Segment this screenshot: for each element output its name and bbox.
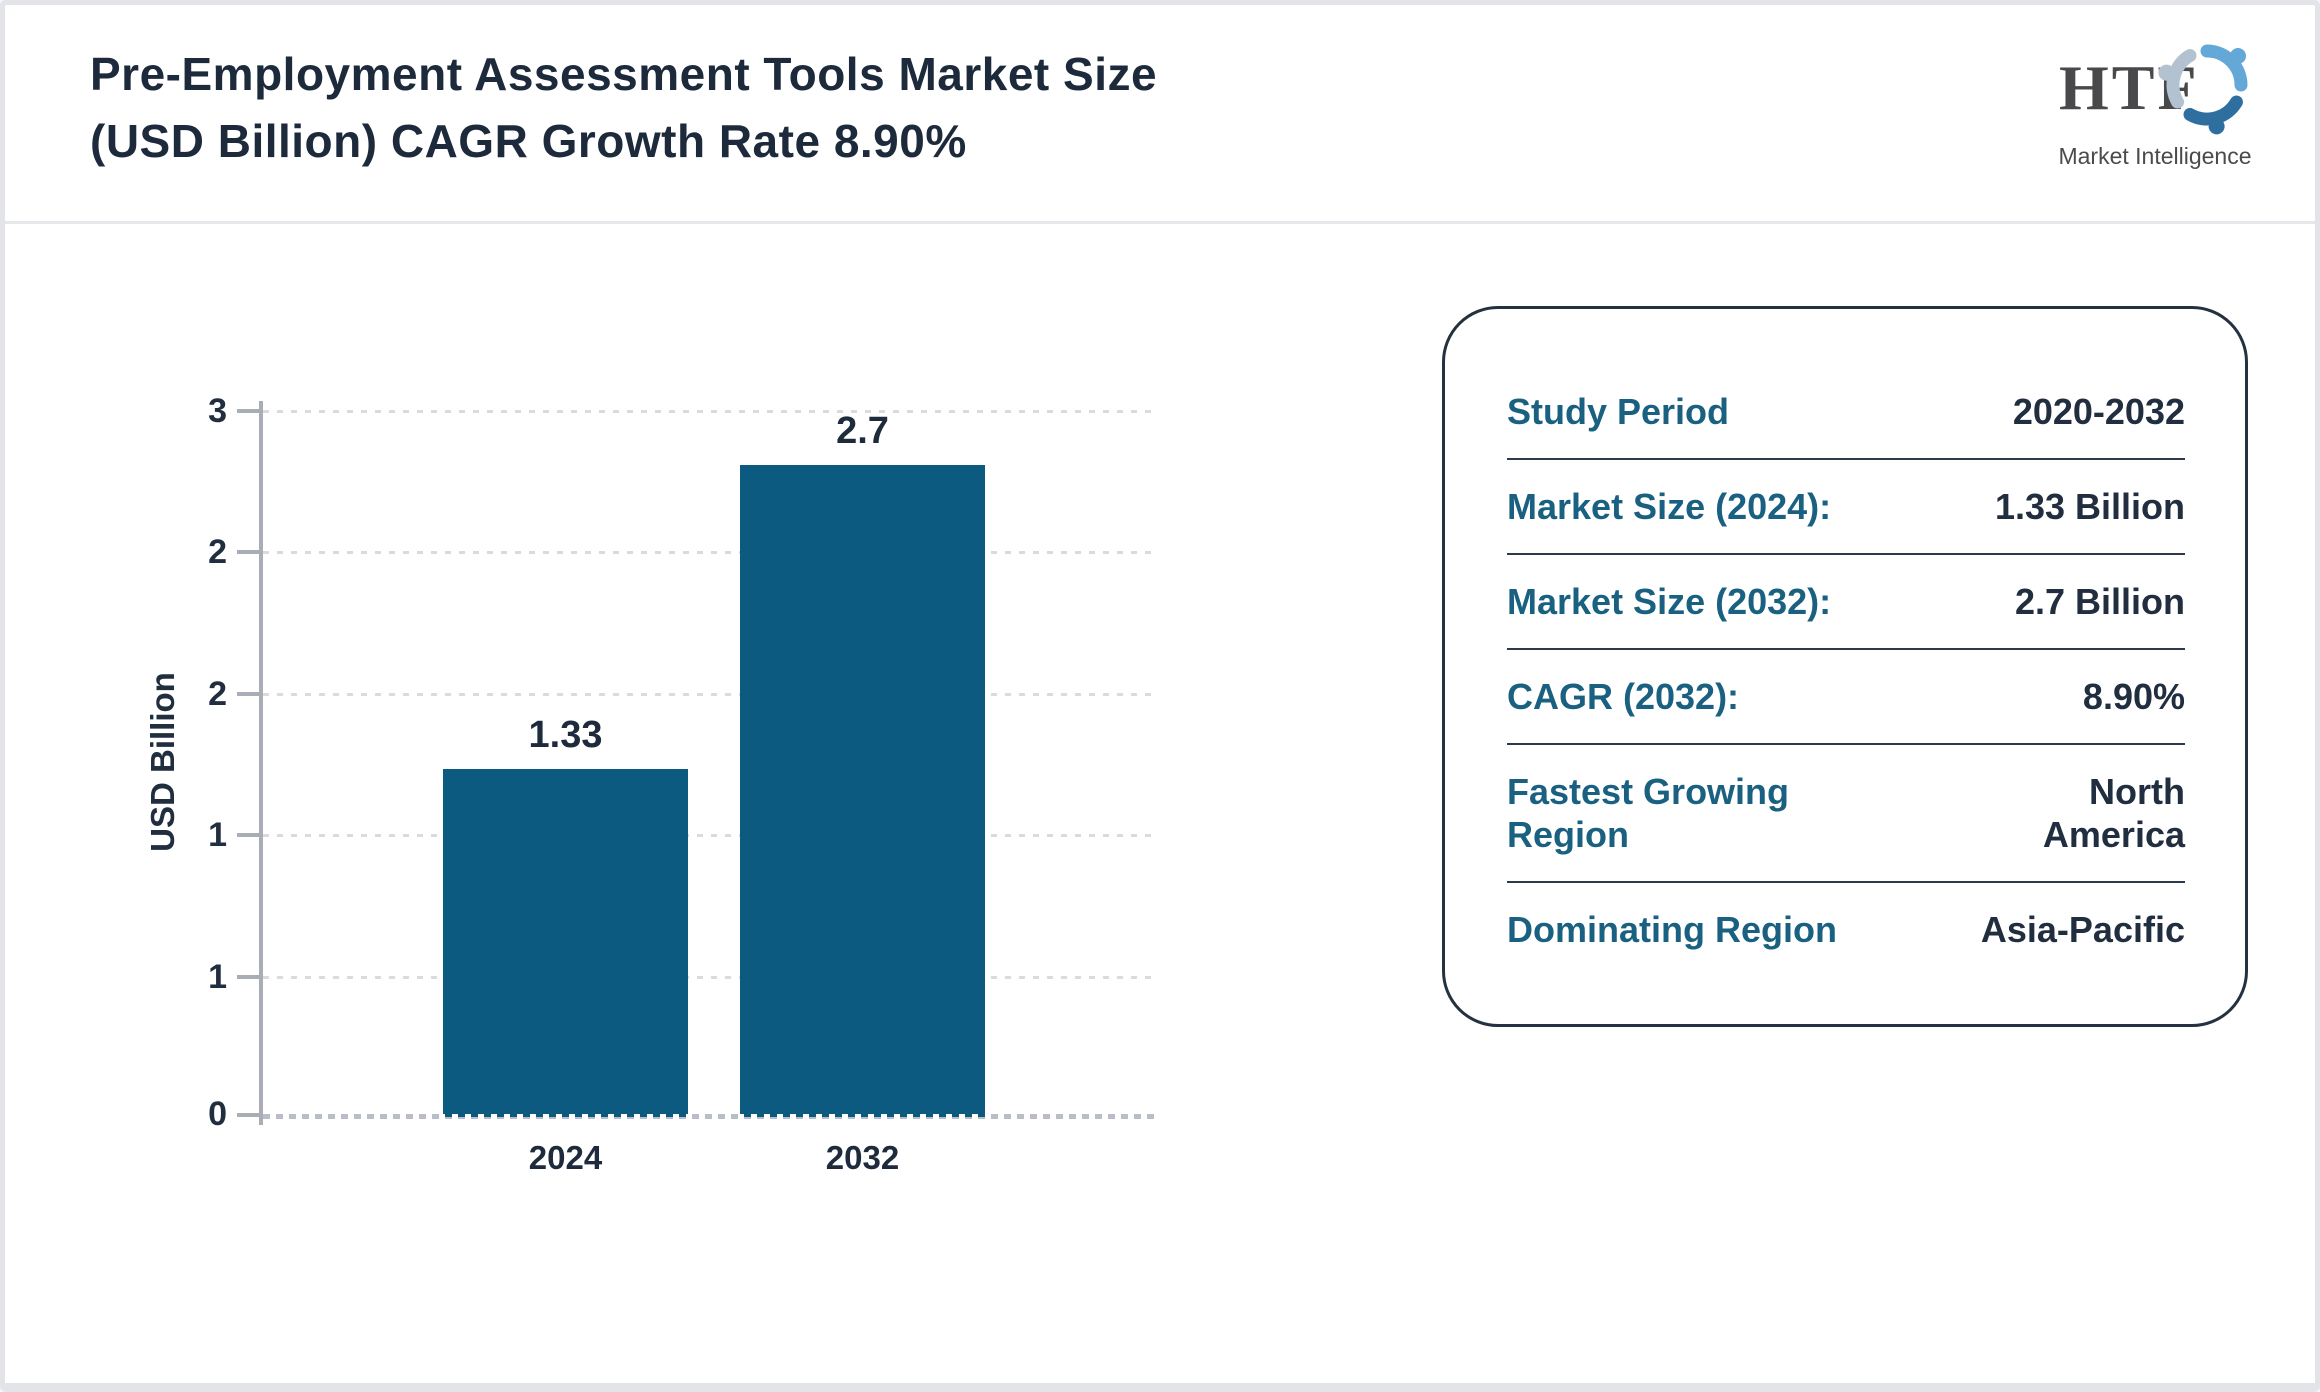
- bar-chart-plot-area: 1.33 2.7: [263, 410, 1155, 1117]
- bar-2024: [443, 768, 688, 1117]
- bar-value-label: 1.33: [528, 713, 603, 756]
- bar-column-2032: 2.7: [740, 410, 985, 1117]
- y-tick-label: 2: [208, 533, 227, 571]
- y-axis-title: USD Billion: [144, 672, 181, 852]
- summary-label: Dominating Region: [1507, 909, 1837, 950]
- y-axis-tick: [237, 975, 261, 979]
- summary-label: CAGR (2032):: [1507, 676, 1740, 717]
- bar-column-2024: 1.33: [443, 410, 688, 1117]
- htf-logo: HTF Market Intelligence: [2045, 35, 2275, 185]
- x-tick-label-2032: 2032: [825, 1139, 900, 1176]
- y-axis-tick: [237, 1113, 261, 1117]
- row-divider: [1507, 743, 2185, 745]
- x-tick-label-2024: 2024: [528, 1139, 603, 1176]
- page-title-line1: Pre-Employment Assessment Tools Market S…: [90, 48, 1158, 100]
- bar-value-label: 2.7: [836, 410, 889, 452]
- summary-row-fastest-growing-region: Fastest Growing Region North America: [1507, 745, 2185, 881]
- logo-subtitle: Market Intelligence: [2058, 143, 2252, 169]
- row-divider: [1507, 458, 2185, 460]
- summary-row-market-size-2024: Market Size (2024): 1.33 Billion: [1507, 460, 2185, 553]
- y-axis-tick: [237, 692, 261, 696]
- summary-label: Study Period: [1507, 391, 1730, 432]
- y-tick-label: 1: [208, 816, 227, 854]
- x-axis-baseline-dashes: [263, 1114, 1155, 1119]
- logo-people-swirl-icon: [2157, 35, 2257, 140]
- page-title-line2: (USD Billion) CAGR Growth Rate 8.90%: [90, 115, 967, 167]
- y-tick-label: 1: [208, 958, 227, 996]
- header-divider: [5, 221, 2315, 224]
- gridline: [263, 976, 1155, 979]
- summary-value: 1.33 Billion: [1994, 486, 2185, 527]
- summary-value: 8.90%: [2082, 676, 2185, 717]
- row-divider: [1507, 553, 2185, 555]
- row-divider: [1507, 881, 2185, 883]
- summary-label: Market Size (2024):: [1507, 486, 1832, 527]
- summary-label: Market Size (2032):: [1507, 581, 1832, 622]
- summary-row-dominating-region: Dominating Region Asia-Pacific: [1507, 883, 2185, 976]
- summary-value: 2020-2032: [2012, 391, 2185, 432]
- bar-2032: [740, 465, 985, 1117]
- summary-row-cagr: CAGR (2032): 8.90%: [1507, 650, 2185, 743]
- summary-row-market-size-2032: Market Size (2032): 2.7 Billion: [1507, 555, 2185, 648]
- gridline: [263, 693, 1155, 696]
- y-tick-label: 2: [208, 675, 227, 713]
- y-axis-tick: [237, 833, 261, 837]
- summary-value: North America: [2042, 771, 2185, 855]
- gridline: [263, 410, 1155, 413]
- summary-value: Asia-Pacific: [1980, 909, 2185, 950]
- gridline: [263, 551, 1155, 554]
- y-tick-label: 0: [208, 1095, 227, 1133]
- row-divider: [1507, 648, 2185, 650]
- page-title: Pre-Employment Assessment Tools Market S…: [90, 41, 1157, 175]
- y-axis-tick: [237, 409, 261, 413]
- y-axis-tick: [237, 550, 261, 554]
- market-summary-card: Study Period 2020-2032 Market Size (2024…: [1442, 306, 2248, 1027]
- summary-row-study-period: Study Period 2020-2032: [1507, 365, 2185, 458]
- gridline: [263, 834, 1155, 837]
- summary-value: 2.7 Billion: [2014, 581, 2185, 622]
- y-tick-label: 3: [208, 392, 227, 430]
- y-axis-line: [259, 401, 263, 1125]
- summary-label: Fastest Growing Region: [1507, 771, 1790, 855]
